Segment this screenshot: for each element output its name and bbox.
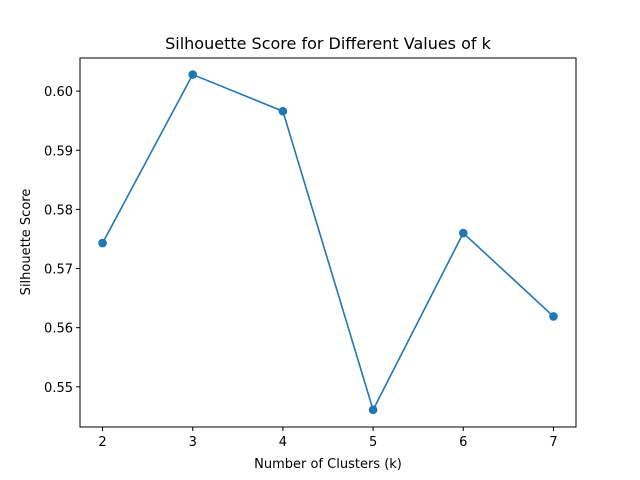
data-point — [458, 228, 468, 238]
data-point — [549, 312, 558, 321]
y-tick-label: 0.58 — [44, 203, 73, 218]
x-tick-label: 7 — [549, 435, 557, 450]
plot-frame — [79, 57, 577, 428]
y-tick-label: 0.59 — [44, 144, 73, 159]
x-axis: 2 3 4 5 6 7 — [98, 427, 558, 450]
chart-title: Silhouette Score for Different Values of… — [165, 34, 491, 53]
data-point — [368, 405, 378, 415]
x-tick-label: 5 — [369, 435, 377, 450]
x-tick-label: 2 — [98, 435, 106, 450]
data-point — [188, 70, 198, 79]
x-tick-label: 3 — [189, 435, 197, 450]
x-tick-label: 4 — [279, 435, 287, 450]
y-tick-label: 0.55 — [44, 381, 73, 396]
x-axis-label: Number of Clusters (k) — [254, 457, 402, 472]
plot-area — [79, 57, 577, 428]
data-point — [278, 106, 288, 116]
y-tick-label: 0.57 — [44, 263, 73, 278]
y-tick-label: 0.56 — [44, 322, 73, 337]
series-line — [101, 73, 554, 411]
y-axis-label: Silhouette Score — [19, 189, 34, 296]
y-tick-label: 0.60 — [44, 85, 73, 100]
x-tick-label: 6 — [459, 435, 467, 450]
series-layer — [98, 70, 558, 415]
data-point — [98, 238, 107, 248]
y-axis: 0.55 0.56 0.57 0.58 0.59 0.60 — [44, 85, 80, 396]
